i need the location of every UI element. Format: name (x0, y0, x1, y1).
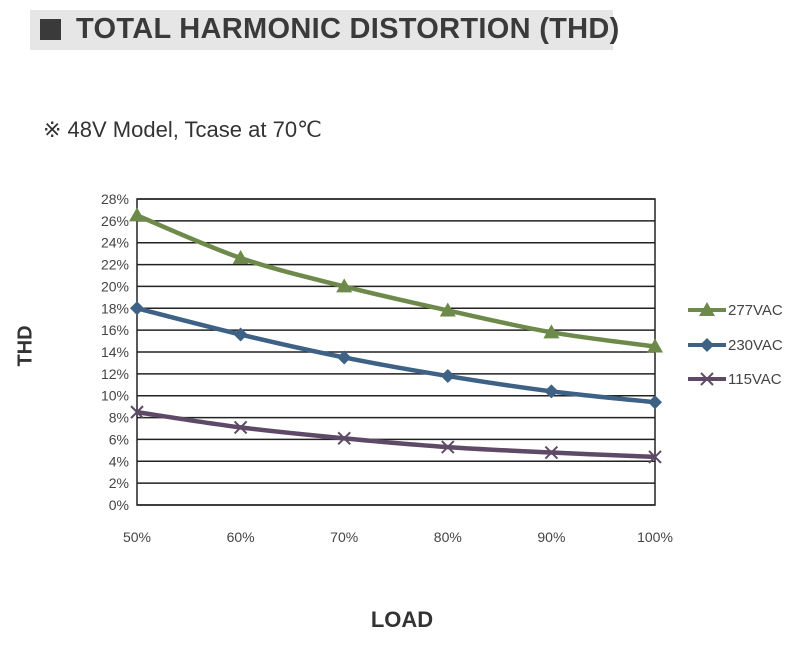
legend-label-230VAC: 230VAC (728, 337, 783, 354)
y-axis-label: THD (14, 325, 37, 367)
y-tick-label: 4% (109, 453, 129, 469)
y-tick-label: 10% (101, 388, 129, 404)
y-tick-label: 0% (109, 497, 129, 513)
y-tick-label: 28% (101, 191, 129, 207)
data-point-277VAC (647, 338, 663, 353)
data-point-230VAC (440, 369, 455, 384)
page-title: TOTAL HARMONIC DISTORTION (THD) (76, 13, 620, 45)
data-point-277VAC (232, 250, 249, 265)
x-tick-label: 80% (434, 529, 462, 545)
x-tick-label: 90% (537, 529, 565, 545)
series-line-230VAC (136, 306, 656, 405)
data-point-230VAC (544, 384, 559, 399)
x-axis-label: LOAD (370, 607, 434, 632)
y-tick-label: 6% (109, 431, 129, 447)
header-square-icon (40, 19, 61, 40)
y-tick-label: 26% (101, 213, 129, 229)
y-tick-label: 22% (101, 257, 129, 273)
data-point-115VAC (130, 405, 144, 419)
y-tick-label: 8% (109, 410, 129, 426)
x-tick-label: 70% (330, 529, 358, 545)
x-tick-label: 60% (227, 529, 255, 545)
legend-marker-230VAC (700, 338, 714, 352)
y-tick-label: 14% (101, 344, 129, 360)
y-tick-label: 20% (101, 278, 129, 294)
header-bar (30, 10, 613, 50)
data-point-277VAC (336, 278, 353, 293)
series-line-115VAC (136, 409, 656, 460)
x-tick-label: 50% (123, 529, 151, 545)
data-point-230VAC (337, 350, 352, 365)
data-point-115VAC (544, 445, 559, 460)
data-point-277VAC (129, 207, 145, 222)
y-tick-label: 18% (101, 300, 129, 316)
data-point-115VAC (233, 420, 248, 435)
legend-marker-277VAC (699, 302, 715, 316)
x-tick-label: 100% (637, 529, 673, 545)
data-point-115VAC (337, 431, 351, 446)
data-point-230VAC (648, 395, 662, 410)
data-point-115VAC (441, 440, 455, 454)
legend-label-277VAC: 277VAC (728, 302, 783, 319)
data-point-230VAC (130, 301, 144, 316)
data-point-115VAC (648, 450, 662, 464)
y-tick-label: 24% (101, 235, 129, 251)
data-point-277VAC (543, 324, 560, 339)
y-tick-label: 12% (101, 366, 129, 382)
y-tick-label: 2% (109, 475, 129, 491)
chart-subtitle: ※ 48V Model, Tcase at 70℃ (43, 117, 322, 142)
legend-label-115VAC: 115VAC (728, 371, 782, 388)
data-point-230VAC (233, 327, 248, 342)
data-point-277VAC (439, 302, 456, 317)
y-tick-label: 16% (101, 322, 129, 338)
legend-marker-115VAC (700, 372, 714, 386)
series-line-277VAC (136, 213, 656, 349)
